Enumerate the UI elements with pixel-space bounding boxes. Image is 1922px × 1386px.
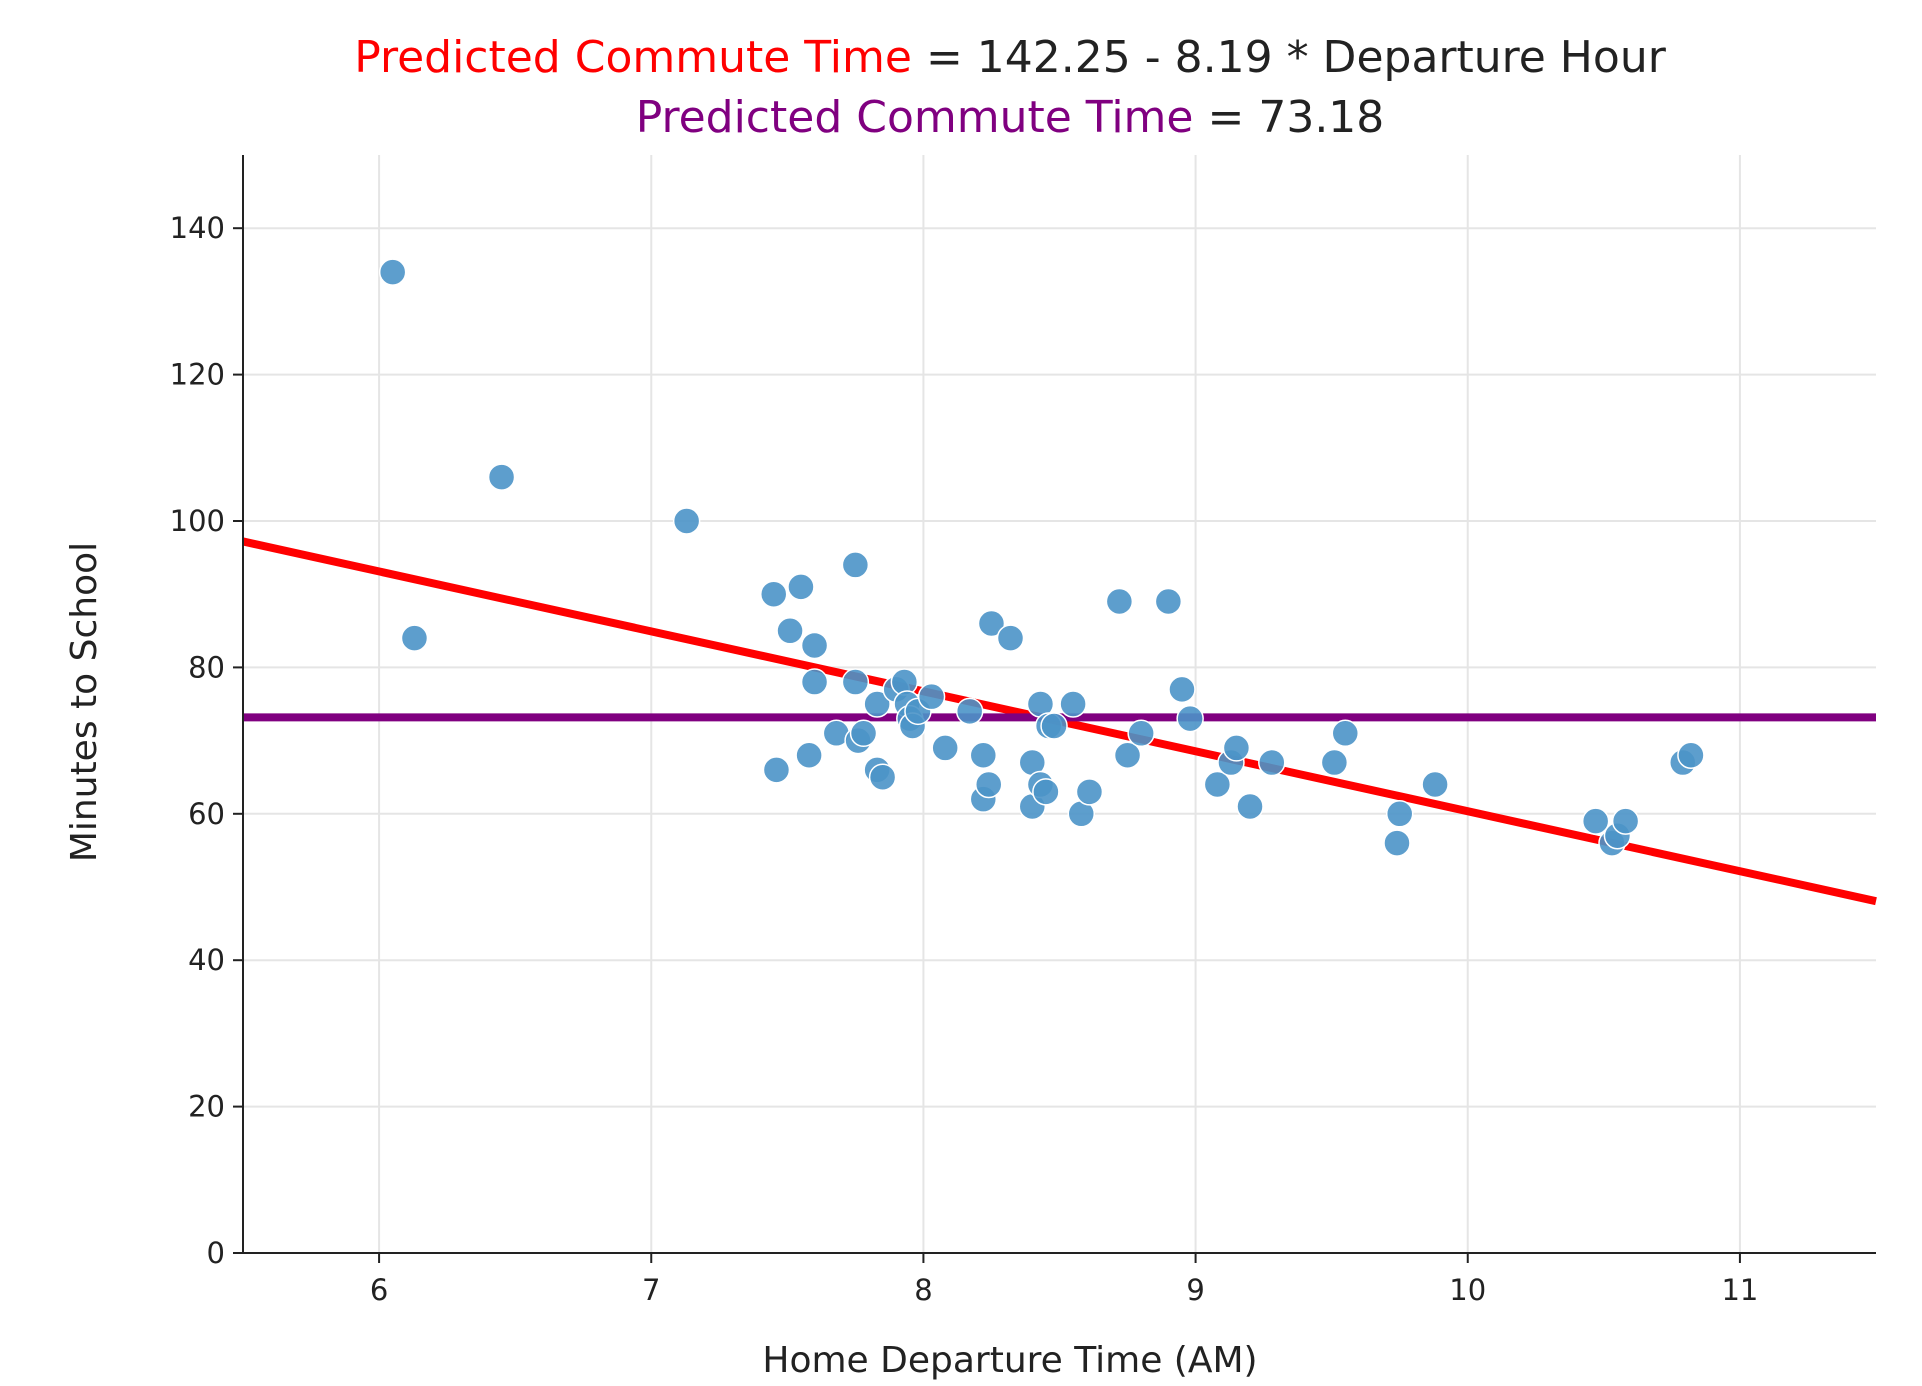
data-point [1611,807,1640,835]
data-point [849,719,878,748]
title-line-1-rest: = 142.25 - 8.19 * Departure Hour [912,32,1667,83]
y-axis-title: Minutes to School [64,542,105,862]
data-point [955,697,984,726]
y-tick-label: 140 [170,211,225,245]
y-tick-label: 100 [170,504,225,538]
title-line-2-rest: = 73.18 [1193,92,1384,143]
y-tick-label: 0 [207,1236,225,1270]
data-point [977,609,1006,638]
data-point [863,690,891,718]
data-point [1032,778,1060,806]
data-point [1258,748,1286,777]
data-point [672,507,701,535]
data-point [1059,690,1087,718]
data-point [974,770,1003,799]
data-point [1113,741,1142,769]
data-point [969,741,998,769]
data-points [378,258,1705,857]
data-point [1222,734,1251,762]
data-point [1320,748,1349,777]
data-point [1383,829,1411,857]
data-point [1331,719,1360,748]
chart-title-line-1: Predicted Commute Time = 142.25 - 8.19 *… [354,32,1667,83]
gridlines [243,155,1876,1253]
data-point [1040,712,1068,740]
x-tick-label: 6 [370,1273,388,1307]
data-point [1203,770,1232,799]
data-point [1168,675,1196,704]
data-point [841,551,870,579]
data-point [800,668,829,696]
x-tick-label: 11 [1721,1273,1758,1307]
y-tick-label: 40 [188,943,225,977]
data-point [1581,807,1610,835]
data-point [1127,719,1155,748]
axes: 0 20 40 60 80 100 120 140 6 7 8 9 10 11 [170,155,1876,1307]
title-line-1-highlight: Predicted Commute Time [354,32,912,83]
data-point [795,741,823,769]
y-tick-label: 20 [188,1090,225,1124]
x-tick-label: 10 [1449,1273,1486,1307]
chart-title-line-2: Predicted Commute Time = 73.18 [636,92,1385,143]
x-tick-label: 9 [1186,1273,1204,1307]
data-point [996,624,1025,652]
data-point [762,756,791,784]
data-point [759,580,788,608]
x-tick-label: 7 [642,1273,660,1307]
data-point [1075,778,1104,806]
y-tick-label: 60 [188,797,225,831]
data-point [841,668,870,696]
data-point [1421,770,1449,799]
y-tick-label: 120 [170,358,225,392]
data-point [1105,587,1134,616]
data-point [917,682,946,711]
x-tick-label: 8 [914,1273,932,1307]
data-point [800,631,829,660]
data-point [1154,587,1183,616]
data-point [787,573,815,601]
data-point [868,763,897,791]
data-point [1677,741,1705,769]
data-point [400,624,429,652]
data-point [1236,792,1264,821]
title-line-2-highlight: Predicted Commute Time [636,92,1194,143]
data-point [1385,800,1414,828]
y-tick-label: 80 [188,650,225,684]
data-point [931,734,959,762]
data-point [1176,704,1204,733]
x-axis-title: Home Departure Time (AM) [762,1340,1257,1381]
data-point [776,617,804,645]
data-point [487,463,516,491]
data-point [378,258,407,286]
